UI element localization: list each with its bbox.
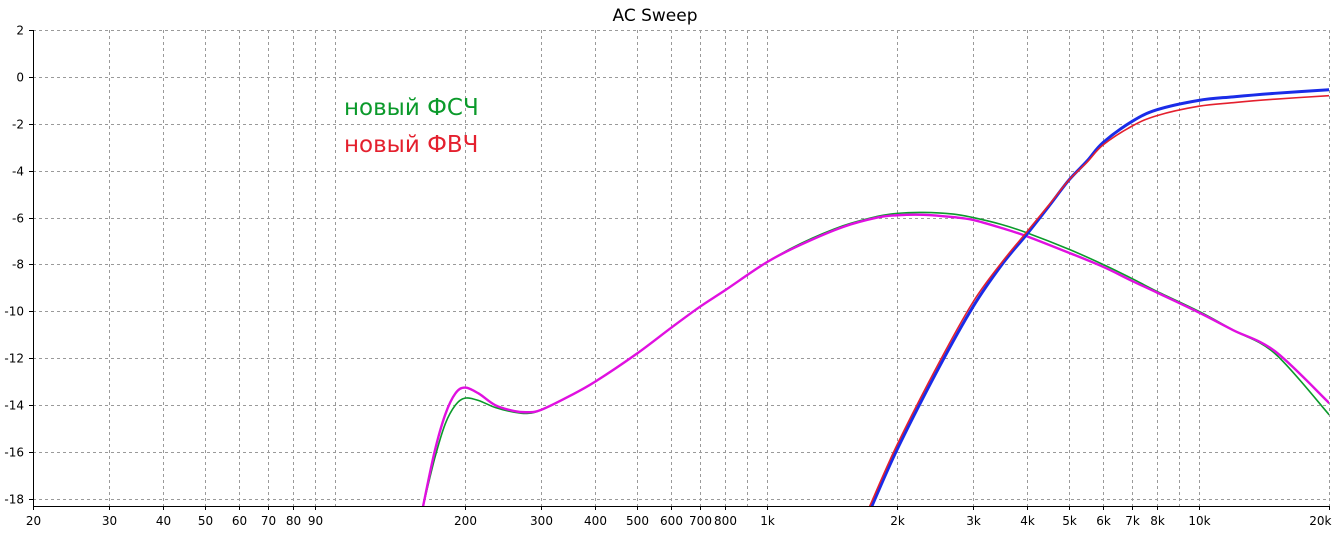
- y-tick-label: -10: [4, 305, 24, 319]
- x-tick-label: 300: [530, 514, 553, 528]
- x-tick-label: 2k: [890, 514, 905, 528]
- x-tick-label: 800: [714, 514, 737, 528]
- y-tick-label: -2: [12, 118, 24, 132]
- x-tick-label: 30: [102, 514, 117, 528]
- y-tick-label: -14: [4, 399, 24, 413]
- x-tick-label: 5k: [1062, 514, 1077, 528]
- x-tick-label: 7k: [1125, 514, 1140, 528]
- green-series-line: [422, 211, 1329, 506]
- y-tick-label: -18: [4, 493, 24, 507]
- legend-entry: новый ФСЧ: [344, 95, 479, 121]
- x-tick-label: 1k: [760, 514, 775, 528]
- x-tick-label: 40: [156, 514, 171, 528]
- x-tick-label: 20: [26, 514, 41, 528]
- x-tick-label: 70: [261, 514, 276, 528]
- x-tick-label: 20k: [1309, 514, 1331, 528]
- series-layer: [421, 88, 1329, 506]
- x-tick-label: 500: [626, 514, 649, 528]
- x-tick-label: 400: [584, 514, 607, 528]
- x-tick-label: 8k: [1150, 514, 1165, 528]
- magenta-series-line: [421, 213, 1329, 506]
- red-series-line: [868, 94, 1329, 506]
- x-tick-label: 600: [660, 514, 683, 528]
- x-tick-label: 200: [454, 514, 477, 528]
- y-tick-label: -12: [4, 352, 24, 366]
- y-tick-label: 0: [16, 71, 24, 85]
- legend-entry: новый ФВЧ: [344, 132, 478, 158]
- grid-layer: [33, 30, 1330, 506]
- y-tick-label: -6: [12, 212, 24, 226]
- x-tick-label: 6k: [1096, 514, 1111, 528]
- x-tick-label: 80: [286, 514, 301, 528]
- x-tick-label: 90: [308, 514, 323, 528]
- chart-title: AC Sweep: [612, 6, 697, 26]
- x-tick-label: 60: [232, 514, 247, 528]
- blue-series-line: [870, 88, 1329, 506]
- x-tick-label: 10k: [1188, 514, 1210, 528]
- legend: новый ФСЧ новый ФВЧ: [344, 95, 479, 158]
- x-tick-label: 3k: [966, 514, 981, 528]
- y-tick-label: -16: [4, 446, 24, 460]
- y-tick-label: -8: [12, 258, 24, 272]
- y-tick-label: 2: [16, 24, 24, 38]
- x-tick-label: 700: [689, 514, 712, 528]
- x-tick-label: 4k: [1020, 514, 1035, 528]
- y-tick-label: -4: [12, 165, 24, 179]
- x-tick-label: 50: [198, 514, 213, 528]
